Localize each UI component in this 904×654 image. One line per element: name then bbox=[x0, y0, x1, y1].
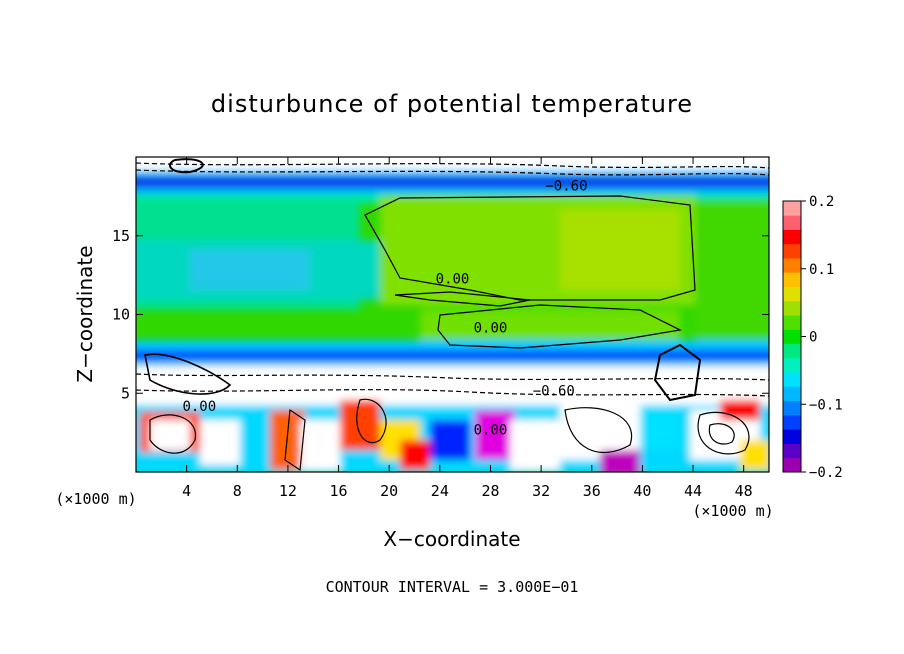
colorbar-swatch bbox=[783, 386, 801, 402]
colorbar-swatch bbox=[783, 457, 801, 473]
colorbar-swatch bbox=[783, 429, 801, 444]
chart-title: disturbunce of potential temperature bbox=[211, 90, 693, 118]
colorbar-tick-label: −0.2 bbox=[809, 465, 843, 481]
y-axis-label: Z−coordinate bbox=[73, 245, 97, 382]
colorbar-tick-label: 0 bbox=[809, 330, 817, 346]
contour-label: 0.00 bbox=[182, 399, 216, 415]
colorbar-swatch bbox=[783, 414, 801, 430]
colorbar-swatch bbox=[783, 315, 801, 330]
x-tick-label: 40 bbox=[633, 482, 651, 500]
y-tick-label: 5 bbox=[121, 384, 130, 402]
colorbar-swatch bbox=[783, 243, 801, 259]
contour-label: −0.60 bbox=[545, 179, 587, 195]
y-tick-label: 15 bbox=[112, 227, 130, 245]
colorbar-swatch bbox=[783, 372, 801, 387]
plot-area bbox=[136, 157, 769, 472]
colorbar-swatch bbox=[783, 300, 801, 316]
x-axis-ticks: 4 8 12 16 20 24 28 32 36 40 44 48 bbox=[182, 157, 753, 500]
contour-label: −0.60 bbox=[533, 383, 575, 399]
colorbar-tick-label: 0.1 bbox=[809, 262, 834, 278]
x-axis-label: X−coordinate bbox=[383, 527, 520, 551]
x-tick-label: 48 bbox=[735, 482, 753, 500]
colorbar-swatch bbox=[783, 329, 801, 345]
colorbar-swatch bbox=[783, 272, 801, 287]
contour-interval-label: CONTOUR INTERVAL = 3.000E−01 bbox=[326, 578, 579, 596]
colorbar-swatch bbox=[783, 201, 801, 216]
x-tick-label: 16 bbox=[330, 482, 348, 500]
contour-label: 0.00 bbox=[436, 271, 470, 287]
colorbar-swatch bbox=[783, 215, 801, 230]
y-tick-label: 10 bbox=[112, 306, 130, 324]
colorbar-swatch bbox=[783, 286, 801, 302]
colorbar-ticks: 0.2 0.1 0 −0.1 −0.2 bbox=[801, 194, 843, 481]
colorbar-swatch bbox=[783, 400, 801, 416]
x-unit-label-right: (×1000 m) bbox=[692, 502, 773, 520]
x-tick-label: 32 bbox=[532, 482, 550, 500]
colorbar bbox=[783, 201, 801, 473]
x-tick-label: 44 bbox=[684, 482, 702, 500]
contour-label: 0.00 bbox=[474, 320, 508, 336]
x-tick-label: 24 bbox=[431, 482, 449, 500]
colorbar-swatch bbox=[783, 229, 801, 245]
contour-label: 0.00 bbox=[474, 423, 508, 439]
x-unit-label-left: (×1000 m) bbox=[55, 490, 136, 508]
x-tick-label: 12 bbox=[279, 482, 297, 500]
colorbar-tick-label: 0.2 bbox=[809, 194, 834, 210]
y-axis-ticks: 5 10 15 bbox=[112, 227, 769, 402]
colorbar-swatch bbox=[783, 343, 801, 359]
x-tick-label: 28 bbox=[481, 482, 499, 500]
colorbar-swatch bbox=[783, 443, 801, 459]
contour-labels: 0.00 0.00 −0.60 0.00 0.00 −0.60 bbox=[182, 179, 587, 439]
x-tick-label: 36 bbox=[583, 482, 601, 500]
x-tick-label: 4 bbox=[182, 482, 191, 500]
colorbar-swatch bbox=[783, 357, 801, 373]
x-tick-label: 20 bbox=[380, 482, 398, 500]
x-tick-label: 8 bbox=[233, 482, 242, 500]
colorbar-swatch bbox=[783, 258, 801, 273]
colorbar-tick-label: −0.1 bbox=[809, 397, 843, 413]
